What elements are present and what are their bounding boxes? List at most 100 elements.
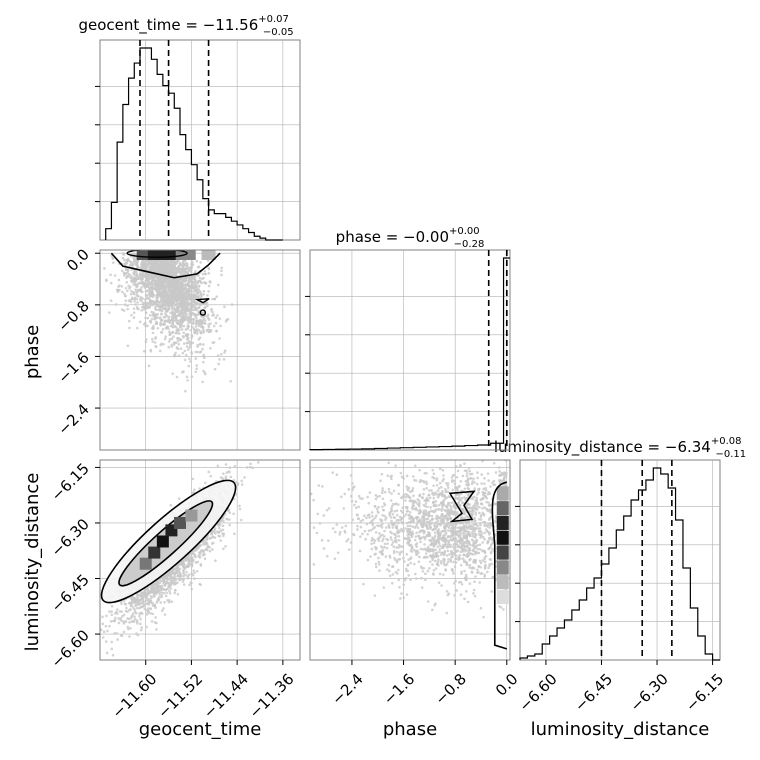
sample-point bbox=[182, 370, 185, 373]
sample-point bbox=[159, 265, 162, 269]
sample-point bbox=[162, 299, 166, 303]
sample-point bbox=[188, 340, 192, 344]
sample-point bbox=[117, 621, 121, 625]
sample-point bbox=[223, 305, 226, 309]
sample-point bbox=[123, 620, 127, 624]
sample-point bbox=[172, 315, 176, 319]
sample-point bbox=[220, 269, 223, 273]
sample-point bbox=[229, 379, 233, 383]
sample-point bbox=[173, 591, 177, 595]
sample-point bbox=[136, 285, 139, 288]
sample-point bbox=[181, 351, 185, 355]
sample-point bbox=[161, 305, 165, 309]
sample-point bbox=[183, 300, 187, 303]
sample-point bbox=[179, 311, 182, 314]
sample-point bbox=[133, 259, 136, 263]
sample-point bbox=[171, 323, 174, 326]
sample-point bbox=[150, 281, 154, 284]
sample-point bbox=[184, 328, 188, 331]
sample-point bbox=[132, 307, 136, 311]
sample-point bbox=[157, 308, 161, 312]
sample-point bbox=[211, 548, 214, 551]
sample-point bbox=[179, 318, 182, 322]
sample-point bbox=[143, 321, 147, 325]
sample-point bbox=[195, 320, 198, 324]
sample-point bbox=[194, 328, 198, 332]
sample-point bbox=[156, 316, 159, 319]
sample-point bbox=[202, 343, 205, 346]
sample-point bbox=[170, 262, 174, 266]
sample-point bbox=[123, 303, 127, 306]
sample-point bbox=[185, 345, 189, 348]
sample-point bbox=[150, 262, 153, 266]
sample-point bbox=[104, 640, 108, 643]
panel-content bbox=[100, 461, 260, 657]
sample-point bbox=[174, 331, 177, 335]
sample-point bbox=[202, 281, 206, 284]
sample-point bbox=[122, 292, 126, 296]
sample-point bbox=[130, 275, 134, 279]
sample-point bbox=[170, 307, 174, 311]
sample-point bbox=[174, 318, 178, 322]
sample-point bbox=[152, 301, 156, 305]
sample-point bbox=[188, 269, 191, 273]
sample-point bbox=[148, 301, 151, 304]
sample-point bbox=[164, 335, 168, 338]
sample-point bbox=[228, 523, 231, 527]
sample-point bbox=[143, 306, 146, 309]
sample-point bbox=[177, 280, 181, 284]
sample-point bbox=[110, 647, 114, 651]
sample-point bbox=[177, 297, 180, 301]
sample-point bbox=[139, 281, 143, 284]
sample-point bbox=[140, 266, 143, 270]
sample-point bbox=[147, 364, 151, 368]
sample-point bbox=[156, 276, 160, 280]
sample-point bbox=[115, 631, 118, 635]
sample-point bbox=[135, 263, 139, 267]
sample-point bbox=[186, 379, 189, 382]
sample-point bbox=[108, 624, 111, 628]
sample-point bbox=[182, 331, 186, 335]
sample-point bbox=[207, 318, 211, 321]
sample-point bbox=[156, 269, 160, 272]
sample-point bbox=[169, 324, 173, 328]
sample-point bbox=[177, 264, 180, 268]
sample-point bbox=[173, 292, 177, 296]
sample-point bbox=[222, 358, 226, 361]
sample-point bbox=[194, 350, 198, 354]
sample-point bbox=[225, 517, 228, 521]
sample-point bbox=[235, 480, 238, 484]
sample-point bbox=[206, 537, 209, 540]
sample-point bbox=[185, 565, 188, 568]
sample-point bbox=[190, 276, 194, 280]
sample-point bbox=[130, 620, 133, 623]
sample-point bbox=[133, 617, 137, 621]
sample-point bbox=[184, 283, 187, 286]
sample-point bbox=[131, 264, 134, 267]
sample-point bbox=[203, 306, 206, 310]
sample-point bbox=[126, 625, 130, 629]
title-luminosity-distance-minus: −0.11 bbox=[716, 449, 747, 460]
sample-point bbox=[147, 290, 151, 293]
sample-point bbox=[135, 272, 138, 275]
sample-point bbox=[162, 591, 166, 595]
sample-point bbox=[141, 302, 145, 305]
sample-point bbox=[140, 290, 144, 294]
sample-point bbox=[116, 612, 119, 615]
sample-point bbox=[219, 529, 223, 532]
sample-point bbox=[124, 272, 128, 275]
sample-point bbox=[169, 587, 173, 590]
sample-point bbox=[144, 340, 148, 344]
sample-point bbox=[176, 295, 180, 298]
sample-point bbox=[100, 628, 103, 632]
sample-point bbox=[121, 256, 125, 260]
sample-point bbox=[167, 345, 171, 349]
sample-point bbox=[170, 278, 174, 281]
sample-point bbox=[113, 274, 117, 277]
sample-point bbox=[111, 261, 115, 264]
sample-point bbox=[195, 364, 199, 367]
sample-point bbox=[200, 302, 204, 306]
sample-point bbox=[201, 328, 205, 332]
sample-point bbox=[181, 299, 184, 303]
sample-point bbox=[155, 282, 159, 286]
